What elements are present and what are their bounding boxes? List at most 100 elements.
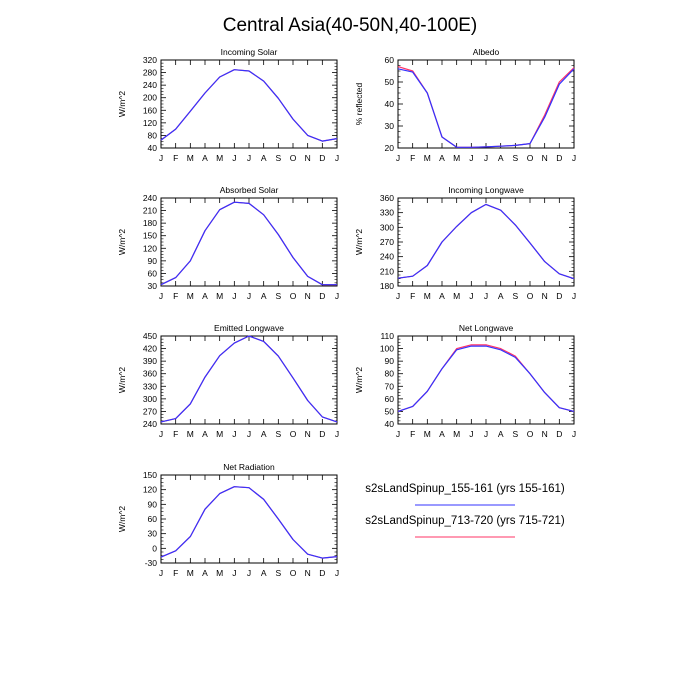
x-tick-label: O xyxy=(527,429,534,439)
y-tick-label: 200 xyxy=(143,93,157,103)
plot-frame xyxy=(160,197,338,287)
y-tick-label: 120 xyxy=(143,243,157,253)
series-line-2 xyxy=(160,201,337,286)
y-axis-label: W/m^2 xyxy=(117,91,127,117)
x-tick-label: N xyxy=(542,153,548,163)
y-tick-label: 330 xyxy=(143,381,157,391)
x-tick-label: A xyxy=(202,568,208,578)
y-tick-label: 150 xyxy=(143,470,157,480)
x-tick-label: J xyxy=(335,153,339,163)
x-tick-label: J xyxy=(469,153,473,163)
x-tick-label: F xyxy=(173,153,178,163)
y-axis-label: W/m^2 xyxy=(354,229,364,255)
y-tick-label: 30 xyxy=(148,281,158,291)
series-line-2 xyxy=(160,335,338,423)
x-tick-label: A xyxy=(202,291,208,301)
plot-frame xyxy=(397,59,575,149)
y-tick-label: 390 xyxy=(143,356,157,366)
x-tick-label: D xyxy=(556,291,562,301)
y-tick-label: 150 xyxy=(143,231,157,241)
x-tick-label: S xyxy=(512,429,518,439)
x-tick-label: A xyxy=(439,153,445,163)
x-tick-label: J xyxy=(232,568,236,578)
y-tick-label: 180 xyxy=(380,281,394,291)
x-tick-label: S xyxy=(275,291,281,301)
y-tick-label: 210 xyxy=(143,206,157,216)
y-tick-label: 60 xyxy=(385,394,395,404)
x-tick-label: J xyxy=(469,291,473,301)
x-tick-label: F xyxy=(173,429,178,439)
y-tick-label: 70 xyxy=(385,381,395,391)
y-tick-label: 100 xyxy=(380,344,394,354)
series-line-2 xyxy=(160,486,338,559)
y-tick-label: 300 xyxy=(143,394,157,404)
y-tick-label: 300 xyxy=(380,222,394,232)
x-tick-label: F xyxy=(410,291,415,301)
y-tick-label: 40 xyxy=(148,143,158,153)
y-tick-label: 90 xyxy=(385,356,395,366)
y-axis-label: W/m^2 xyxy=(117,229,127,255)
x-tick-label: O xyxy=(290,429,297,439)
y-tick-label: 90 xyxy=(148,499,158,509)
x-tick-label: M xyxy=(216,568,223,578)
series-line-1 xyxy=(397,345,575,412)
x-tick-label: J xyxy=(572,153,576,163)
y-tick-label: 160 xyxy=(143,105,157,115)
x-tick-label: M xyxy=(216,429,223,439)
y-tick-label: 90 xyxy=(148,256,158,266)
x-tick-label: J xyxy=(484,429,488,439)
x-tick-label: A xyxy=(498,153,504,163)
x-tick-label: N xyxy=(305,568,311,578)
x-tick-label: J xyxy=(159,291,163,301)
x-tick-label: J xyxy=(396,153,400,163)
series-line-1 xyxy=(160,201,337,286)
y-tick-label: 50 xyxy=(385,406,395,416)
x-tick-label: J xyxy=(247,291,251,301)
x-tick-label: F xyxy=(410,429,415,439)
y-tick-label: 210 xyxy=(380,266,394,276)
x-tick-label: J xyxy=(396,291,400,301)
x-tick-label: N xyxy=(542,429,548,439)
x-tick-label: O xyxy=(290,291,297,301)
y-axis-label: % reflected xyxy=(354,82,364,125)
y-tick-label: 40 xyxy=(385,99,395,109)
y-tick-label: 50 xyxy=(385,77,395,87)
plot-frame xyxy=(397,197,575,287)
x-tick-label: N xyxy=(305,153,311,163)
x-tick-label: M xyxy=(453,429,460,439)
plot-frame xyxy=(160,59,338,149)
legend-label-1: s2sLandSpinup_155-161 (yrs 155-161) xyxy=(365,483,565,495)
panel-title: Absorbed Solar xyxy=(220,185,279,195)
y-tick-label: 240 xyxy=(143,193,157,203)
y-tick-label: 240 xyxy=(143,80,157,90)
y-tick-label: 240 xyxy=(143,419,157,429)
legend-label-2: s2sLandSpinup_713-720 (yrs 715-721) xyxy=(365,515,565,527)
y-tick-label: 0 xyxy=(152,543,157,553)
y-tick-label: 60 xyxy=(148,514,158,524)
y-tick-label: 360 xyxy=(143,369,157,379)
panel-title: Incoming Longwave xyxy=(448,185,524,195)
panel-title: Net Radiation xyxy=(223,462,275,472)
x-tick-label: J xyxy=(159,429,163,439)
y-axis-label: W/m^2 xyxy=(354,367,364,393)
x-tick-label: A xyxy=(439,291,445,301)
x-tick-label: M xyxy=(424,429,431,439)
y-axis-label: W/m^2 xyxy=(117,506,127,532)
panel-title: Net Longwave xyxy=(459,323,514,333)
y-tick-label: 120 xyxy=(143,485,157,495)
x-tick-label: A xyxy=(439,429,445,439)
x-tick-label: D xyxy=(319,291,325,301)
x-tick-label: J xyxy=(232,291,236,301)
x-tick-label: A xyxy=(202,153,208,163)
y-tick-label: 110 xyxy=(380,331,394,341)
x-tick-label: D xyxy=(319,153,325,163)
y-tick-label: 120 xyxy=(143,118,157,128)
y-tick-label: -30 xyxy=(145,558,158,568)
panel-title: Incoming Solar xyxy=(221,47,278,57)
series-line-2 xyxy=(397,66,575,148)
x-tick-label: O xyxy=(290,568,297,578)
x-tick-label: O xyxy=(290,153,297,163)
